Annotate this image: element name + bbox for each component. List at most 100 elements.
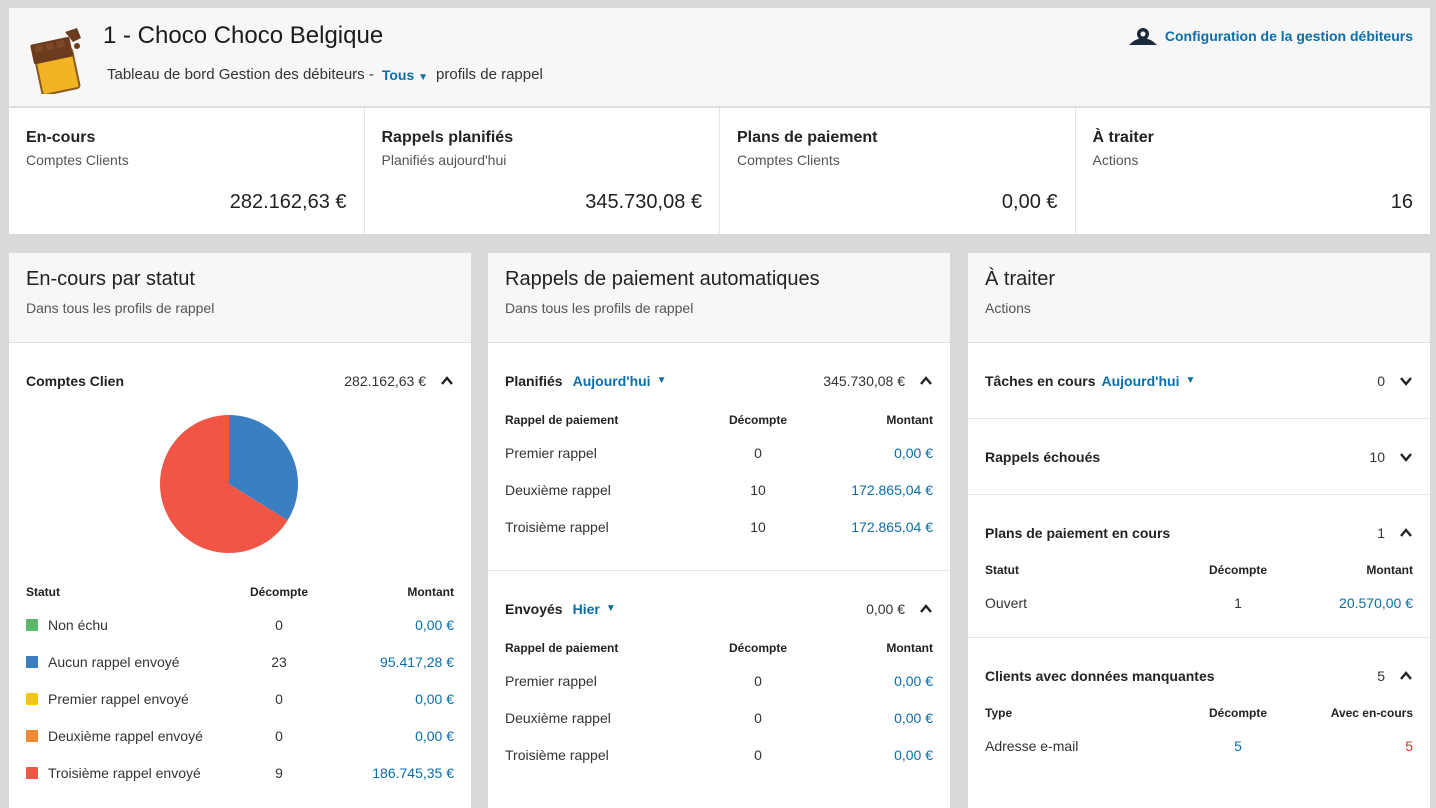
- divider: [968, 418, 1430, 419]
- divider: [968, 494, 1430, 495]
- kpi-to-process[interactable]: À traiter Actions 16: [1076, 108, 1431, 234]
- legend-swatch: [26, 766, 38, 779]
- sent-date-dropdown[interactable]: Hier ▼: [573, 601, 616, 617]
- sent-table: Rappel de paiement Décompte Montant Prem…: [488, 634, 950, 773]
- kpi-value: 16: [1390, 191, 1413, 213]
- dropdown-value: Aujourd'hui: [572, 372, 651, 389]
- subtitle-prefix: Tableau de bord Gestion des débiteurs -: [107, 66, 374, 83]
- panel-outstanding-by-status: En-cours par statut Dans tous les profil…: [9, 253, 471, 808]
- panel-title: Rappels de paiement automatiques: [505, 268, 820, 290]
- chevron-up-icon[interactable]: [1399, 526, 1413, 540]
- section-header-sent[interactable]: Envoyés Hier ▼ 0,00 €: [488, 571, 950, 646]
- row-count: 0: [754, 746, 762, 763]
- dropdown-value: Hier: [572, 600, 600, 617]
- chevron-up-icon[interactable]: [919, 602, 933, 616]
- config-link[interactable]: Configuration de la gestion débiteurs: [1127, 25, 1413, 47]
- status-table: Statut Décompte Montant Non échu 0 0,00 …: [9, 578, 471, 791]
- dashboard-subtitle: Tableau de bord Gestion des débiteurs - …: [107, 66, 543, 83]
- planned-table: Rappel de paiement Décompte Montant Prem…: [488, 406, 950, 545]
- legend-swatch: [26, 618, 38, 631]
- dropdown-value: Aujourd'hui: [1101, 372, 1180, 389]
- kpi-subtitle: Actions: [1092, 152, 1139, 168]
- chevron-down-icon: ▼: [1185, 375, 1196, 386]
- row-label: Troisième rappel envoyé: [48, 764, 201, 781]
- row-amount-link[interactable]: 20.570,00 €: [1339, 594, 1413, 611]
- row-amount-link[interactable]: 0,00 €: [415, 616, 454, 633]
- legend-swatch: [26, 655, 38, 668]
- row-label: Troisième rappel: [505, 518, 609, 535]
- chevron-down-icon[interactable]: [1399, 374, 1413, 388]
- section-header-accounts[interactable]: Comptes Clien 282.162,63 €: [9, 343, 471, 418]
- chevron-up-icon[interactable]: [919, 374, 933, 388]
- col-amount-header: Montant: [886, 641, 933, 655]
- planned-date-dropdown[interactable]: Aujourd'hui ▼: [573, 373, 667, 389]
- row-label: Non échu: [48, 616, 108, 633]
- col-outstanding-header: Avec en-cours: [1330, 706, 1413, 720]
- row-amount-link[interactable]: 0,00 €: [415, 690, 454, 707]
- panel-title: À traiter: [985, 268, 1056, 290]
- row-amount-link[interactable]: 0,00 €: [415, 727, 454, 744]
- kpi-title: En-cours: [26, 129, 96, 146]
- legend-swatch: [26, 692, 38, 705]
- row-label: Deuxième rappel envoyé: [48, 727, 203, 744]
- section-label: Planifiés: [505, 372, 563, 389]
- kpi-title: Rappels planifiés: [381, 129, 514, 146]
- table-row: Deuxième rappel 10 172.865,04 €: [505, 471, 933, 508]
- table-row: Non échu 0 0,00 €: [26, 606, 454, 643]
- table-row: Aucun rappel envoyé 23 95.417,28 €: [26, 643, 454, 680]
- row-amount-link[interactable]: 0,00 €: [894, 746, 933, 763]
- section-header-plans[interactable]: Plans de paiement en cours 1: [968, 495, 1430, 570]
- row-amount-link[interactable]: 0,00 €: [894, 444, 933, 461]
- row-amount-link[interactable]: 172.865,04 €: [851, 518, 933, 535]
- table-row: Troisième rappel 10 172.865,04 €: [505, 508, 933, 545]
- row-count: 9: [275, 764, 283, 781]
- subtitle-suffix: profils de rappel: [436, 66, 543, 83]
- table-row: Premier rappel 0 0,00 €: [505, 434, 933, 471]
- section-total: 345.730,08 €: [823, 372, 905, 389]
- chevron-down-icon: ▼: [656, 375, 667, 386]
- row-outstanding-link[interactable]: 5: [1405, 737, 1413, 754]
- pie-slice-0[interactable]: [229, 415, 299, 521]
- section-total: 0,00 €: [866, 600, 905, 617]
- chevron-down-icon: ▼: [418, 71, 429, 83]
- row-amount-link[interactable]: 0,00 €: [894, 709, 933, 726]
- section-header-missing-data[interactable]: Clients avec données manquantes 5: [968, 638, 1430, 713]
- col-type-header: Type: [985, 706, 1013, 720]
- kpi-payment-plans[interactable]: Plans de paiement Comptes Clients 0,00 €: [720, 108, 1076, 234]
- kpi-value: 282.162,63 €: [229, 191, 347, 213]
- table-header: Rappel de paiement Décompte Montant: [505, 406, 933, 434]
- status-pie-chart: [160, 415, 299, 553]
- row-amount-link[interactable]: 95.417,28 €: [380, 653, 454, 670]
- chevron-down-icon[interactable]: [1399, 450, 1413, 464]
- chevron-up-icon[interactable]: [440, 374, 454, 388]
- table-row: Premier rappel 0 0,00 €: [505, 662, 933, 699]
- settings-people-icon: [1128, 28, 1157, 45]
- kpi-outstanding[interactable]: En-cours Comptes Clients 282.162,63 €: [9, 108, 365, 234]
- row-count: 0: [275, 616, 283, 633]
- missing-data-table: Type Décompte Avec en-cours Adresse e-ma…: [968, 699, 1430, 764]
- section-header-planned[interactable]: Planifiés Aujourd'hui ▼ 345.730,08 €: [488, 343, 950, 418]
- col-count-header: Décompte: [1208, 706, 1267, 720]
- row-label: Premier rappel: [505, 672, 597, 689]
- chocolate-logo-icon: [30, 28, 81, 94]
- kpi-planned-reminders[interactable]: Rappels planifiés Planifiés aujourd'hui …: [365, 108, 720, 234]
- chevron-up-icon[interactable]: [1399, 669, 1413, 683]
- section-count: 5: [1377, 667, 1385, 684]
- row-amount-link[interactable]: 186.745,35 €: [372, 764, 454, 781]
- section-label: Tâches en cours: [985, 372, 1096, 389]
- pie-slice-1[interactable]: [160, 415, 288, 553]
- row-amount-link[interactable]: 172.865,04 €: [851, 481, 933, 498]
- row-amount-link[interactable]: 0,00 €: [894, 672, 933, 689]
- table-row: Premier rappel envoyé 0 0,00 €: [26, 680, 454, 717]
- tasks-date-dropdown[interactable]: Aujourd'hui ▼: [1102, 373, 1196, 389]
- col-count-header: Décompte: [728, 413, 787, 427]
- kpi-subtitle: Comptes Clients: [26, 152, 129, 168]
- table-row: Adresse e-mail 5 5: [985, 727, 1413, 764]
- profile-filter-dropdown[interactable]: Tous ▼: [382, 67, 428, 83]
- divider: [488, 570, 950, 571]
- row-label: Adresse e-mail: [985, 737, 1079, 754]
- row-count-link[interactable]: 5: [1234, 737, 1242, 754]
- panel-subtitle: Dans tous les profils de rappel: [505, 300, 694, 316]
- section-header-failed[interactable]: Rappels échoués 10: [968, 419, 1430, 494]
- section-header-tasks[interactable]: Tâches en cours Aujourd'hui ▼ 0: [968, 343, 1430, 418]
